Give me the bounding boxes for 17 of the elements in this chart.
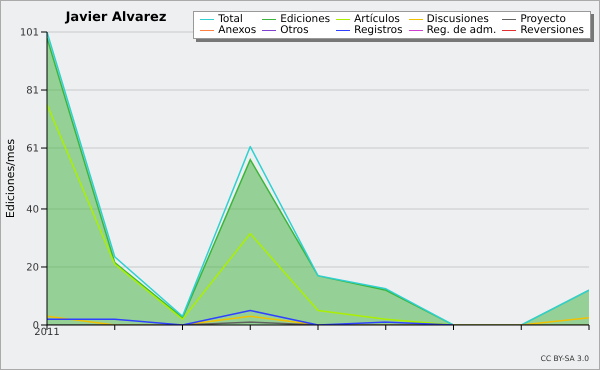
y-tick-label: 20 [26,262,39,274]
y-tick-label: 40 [26,204,39,216]
y-axis-title: Ediciones/mes [4,138,17,218]
legend-label: Otros [280,24,309,36]
legend-label: Proyecto [520,13,566,25]
legend-label: Reg. de adm. [426,24,496,36]
legend-label: Anexos [218,24,256,36]
y-tick-label: 81 [26,86,39,97]
y-tick-label: 61 [26,144,39,155]
chart-title: Javier Alvarez [64,10,168,25]
legend-label: Artículos [354,13,400,25]
legend-label: Ediciones [280,13,330,25]
legend-label: Registros [354,24,403,36]
y-tick-label: 101 [20,28,39,39]
legend-label: Total [218,13,243,25]
legend-label: Reversiones [520,24,584,36]
legend-label: Discusiones [426,13,489,25]
